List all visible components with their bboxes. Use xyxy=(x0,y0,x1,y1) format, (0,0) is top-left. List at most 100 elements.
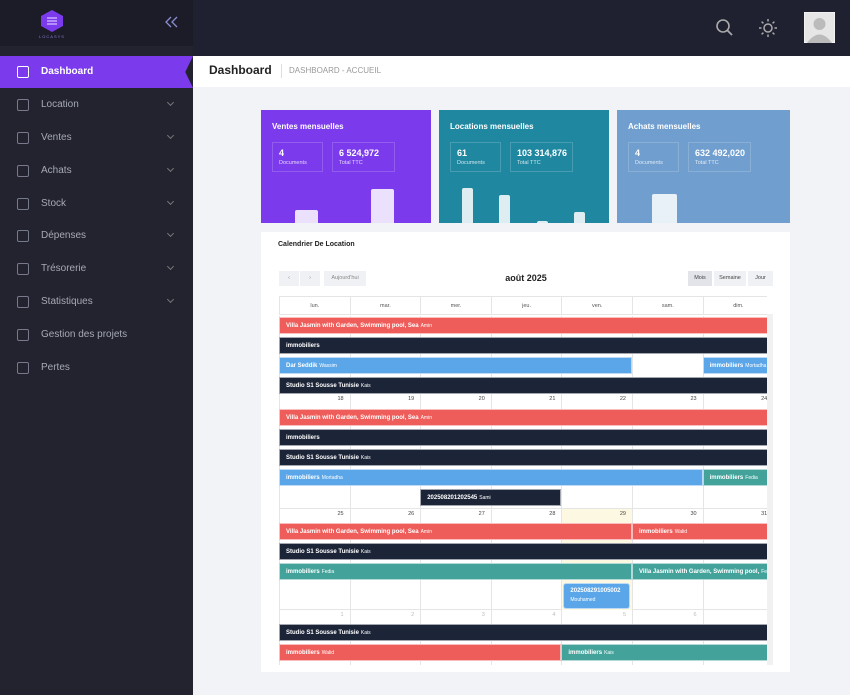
event[interactable]: immobiliers xyxy=(279,429,767,446)
view-button[interactable]: Jour xyxy=(748,271,773,286)
calendar-panel: Calendrier De Location ‹ › Aujourd'hui août … xyxy=(261,232,790,672)
menu-item[interactable]: Ventes xyxy=(41,131,72,143)
avatar[interactable] xyxy=(804,12,835,43)
menu-icon xyxy=(17,361,29,374)
event-person: Sami xyxy=(479,495,491,501)
day-cell xyxy=(349,316,421,394)
event[interactable]: Villa Jasmin with Garden, Swimming pool,… xyxy=(279,409,767,426)
stat-card: Achats mensuelles 4 Documents 632 492,020 To… xyxy=(617,110,790,223)
sparkline-bar xyxy=(652,194,677,223)
event-person: Walid xyxy=(321,650,335,656)
next-button[interactable]: › xyxy=(300,271,320,286)
event[interactable]: Studio S1 Sousse Tunisie Kais xyxy=(279,449,767,466)
event-title: 202508291005002 xyxy=(570,588,621,594)
date-number: 5 xyxy=(622,612,626,618)
view-button[interactable]: Mois xyxy=(688,271,712,286)
date-number: 21 xyxy=(549,396,556,402)
event-title: immobiliers xyxy=(639,529,673,535)
day-cell xyxy=(632,316,703,394)
day-cell xyxy=(420,316,491,394)
event[interactable]: Studio S1 Sousse Tunisie Kais xyxy=(279,377,767,394)
stat-label: Documents xyxy=(457,160,485,166)
event[interactable]: Villa Jasmin with Garden, Swimming pool,… xyxy=(279,523,632,540)
view-button[interactable]: Semaine xyxy=(714,271,746,286)
weekday: mar. xyxy=(349,297,421,315)
date-number: 26 xyxy=(408,511,415,517)
stat-value: 632 492,020 xyxy=(695,148,746,158)
day-cell xyxy=(702,316,767,394)
brand-name: LOCASYS xyxy=(39,34,65,39)
sparkline-bar xyxy=(537,221,548,223)
date-number: 18 xyxy=(337,396,344,402)
event[interactable]: immobiliers Fedia xyxy=(279,563,632,580)
event-title: Studio S1 Sousse Tunisie xyxy=(286,383,359,389)
date-number: 3 xyxy=(481,612,485,618)
menu-item[interactable]: Achats xyxy=(41,164,72,176)
sidebar: Dashboard Location Ventes Achats Stock Dépens… xyxy=(0,0,193,695)
stat-box: 4 Documents xyxy=(628,142,679,172)
date-number: 24 xyxy=(761,396,767,402)
weekday: ven. xyxy=(561,297,632,315)
event[interactable]: Dar Seddik Wassim xyxy=(279,357,632,374)
event[interactable]: immobiliers xyxy=(279,337,767,354)
today-button[interactable]: Aujourd'hui xyxy=(324,271,366,286)
menu-icon xyxy=(17,328,29,341)
event[interactable]: Villa Jasmin with Garden, Swimming pool,… xyxy=(632,563,767,580)
menu-icon xyxy=(17,99,29,111)
stat-box: 4 Documents xyxy=(272,142,323,172)
event-title: Dar Seddik xyxy=(286,363,318,369)
theme-icon[interactable] xyxy=(758,18,778,38)
stat-value: 103 314,876 xyxy=(517,148,568,158)
date-number: 6 xyxy=(693,612,697,618)
chevron xyxy=(166,98,175,107)
date-number: 25 xyxy=(337,511,344,517)
menu-item[interactable]: Dashboard xyxy=(41,66,94,77)
date-number: 2 xyxy=(411,612,415,618)
menu-item[interactable]: Dépenses xyxy=(41,230,87,242)
event-title: immobiliers xyxy=(709,475,744,481)
menu-item[interactable]: Gestion des projets xyxy=(41,328,128,340)
stat-card: Locations mensuelles 61 Documents 103 314,8… xyxy=(439,110,609,223)
event[interactable]: Villa Jasmin with Garden, Swimming pool,… xyxy=(279,317,767,334)
sparkline-bar xyxy=(371,189,394,223)
event[interactable]: immobiliers Walid xyxy=(279,644,562,661)
chevron xyxy=(166,263,175,271)
prev-button[interactable]: ‹ xyxy=(279,271,299,286)
event[interactable]: immobiliers Kais xyxy=(561,644,767,661)
menu-icon xyxy=(17,131,29,144)
weekday: jeu. xyxy=(490,297,562,315)
event[interactable]: 202508201202545 Sami xyxy=(420,489,562,506)
event-title: Studio S1 Sousse Tunisie xyxy=(286,455,359,461)
event[interactable]: immobiliers Mortadha xyxy=(702,357,767,374)
menu-item[interactable]: Pertes xyxy=(41,361,70,373)
event-person: Kais xyxy=(360,630,371,636)
day-cell xyxy=(279,316,350,394)
breadcrumb[interactable]: DASHBOARD - ACCUEIL xyxy=(289,66,382,75)
search-icon[interactable] xyxy=(715,18,735,38)
menu-item[interactable]: Stock xyxy=(41,197,67,209)
menu-icon xyxy=(17,230,29,243)
date-number: 1 xyxy=(340,612,344,618)
scrollbar xyxy=(767,314,773,665)
event[interactable]: immobiliers Mortadha xyxy=(279,469,703,486)
event[interactable]: Studio S1 Sousse Tunisie Kais xyxy=(279,543,767,560)
event[interactable]: Studio S1 Sousse Tunisie Kais xyxy=(279,624,767,641)
active-item xyxy=(0,56,193,88)
stat-box: 6 524,972 Total TTC xyxy=(332,142,395,172)
menu-item[interactable]: Statistiques xyxy=(41,296,93,308)
event[interactable]: immobiliers Fedia xyxy=(702,469,767,486)
event[interactable]: immobiliers Walid xyxy=(632,523,767,540)
date-number: 22 xyxy=(619,396,626,402)
menu-item[interactable]: Location xyxy=(41,99,79,110)
stat-label: Total TTC xyxy=(695,160,719,166)
logo xyxy=(41,10,63,32)
menu-icon xyxy=(17,66,29,78)
stat-box: 632 492,020 Total TTC xyxy=(688,142,751,172)
card-title: Locations mensuelles xyxy=(450,122,534,131)
event[interactable]: 202508291005002 Mouhamed xyxy=(563,583,630,609)
menu-item[interactable]: Trésorerie xyxy=(41,263,87,275)
collapse-button[interactable] xyxy=(165,16,179,28)
event-title: Villa Jasmin with Garden, Swimming pool,… xyxy=(286,529,419,535)
date-number: 31 xyxy=(761,511,767,517)
